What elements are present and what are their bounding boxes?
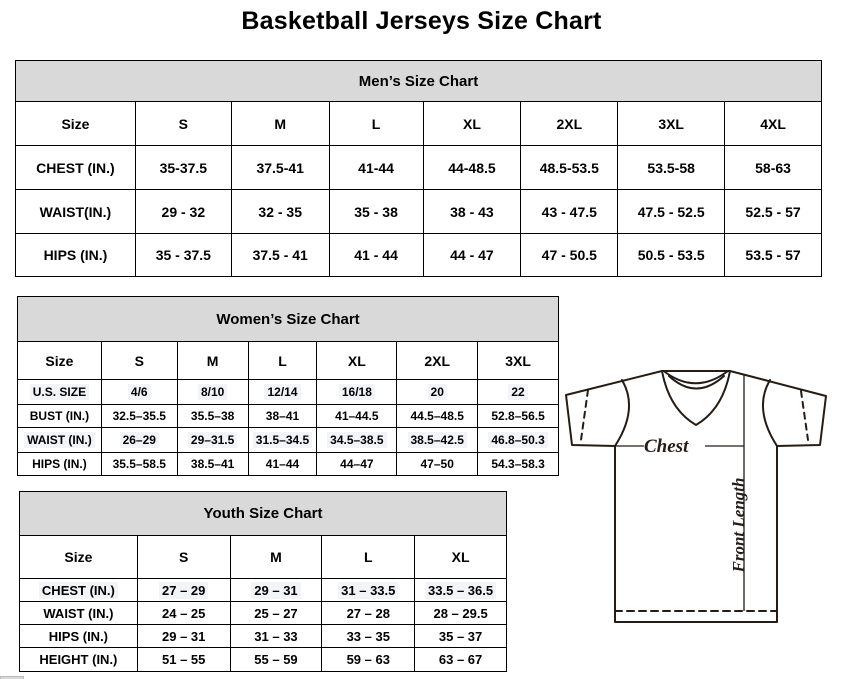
svg-text:Chest: Chest bbox=[644, 436, 689, 457]
svg-text:Front Length: Front Length bbox=[729, 478, 748, 574]
